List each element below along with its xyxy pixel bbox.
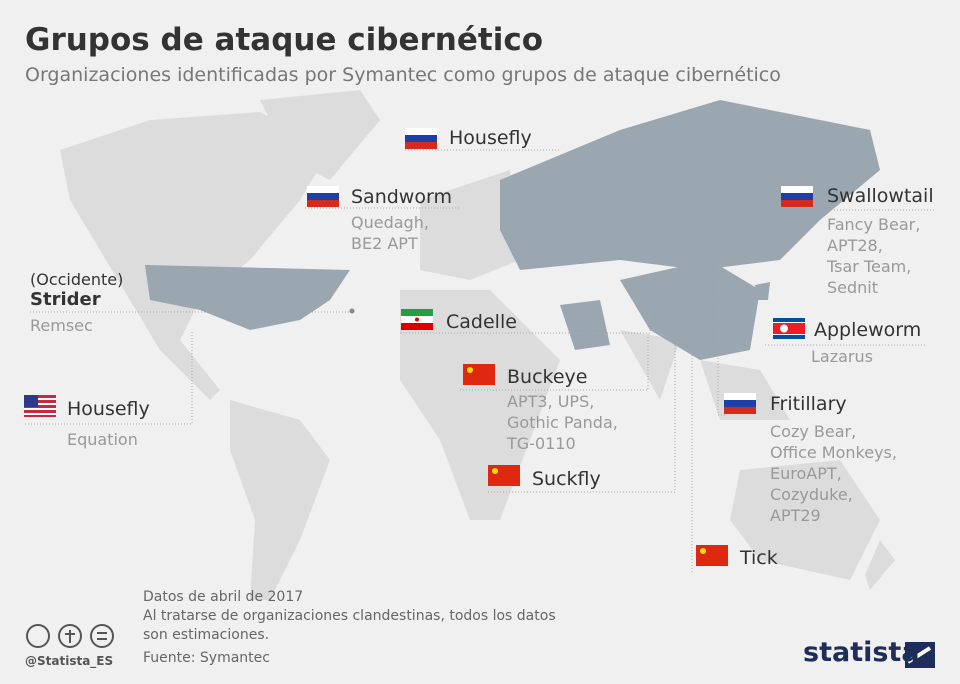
alias: Office Monkeys,: [770, 443, 897, 462]
united-states: [145, 265, 350, 330]
alias: Cozy Bear,: [770, 422, 857, 441]
group-aliases: Cozy Bear, Office Monkeys, EuroAPT, Cozy…: [770, 421, 897, 526]
note: Datos de abril de 2017: [143, 589, 304, 605]
north-korea: [755, 282, 770, 300]
new-zealand: [865, 540, 895, 590]
group-name: Swallowtail: [827, 185, 934, 207]
leader-line: [488, 340, 676, 493]
iran: [560, 300, 610, 350]
leader-line: [717, 265, 725, 416]
india: [620, 330, 680, 400]
north-america: [60, 112, 330, 400]
group-aliases: Lazarus: [811, 346, 873, 367]
group-name: Appleworm: [814, 319, 922, 341]
alias: APT3, UPS,: [507, 392, 595, 411]
group-name: Suckfly: [532, 468, 601, 490]
flag-russia: [724, 393, 756, 414]
alias: BE2 APT: [351, 234, 418, 253]
group-aliases: Quedagh, BE2 APT: [351, 212, 429, 254]
group-name: Cadelle: [446, 311, 517, 333]
group-name: Strider: [30, 289, 101, 310]
map-dot: [349, 308, 355, 314]
alias: Lazarus: [811, 347, 873, 366]
australia: [730, 460, 880, 580]
statista-logo-mark: [905, 642, 935, 668]
note: son estimaciones.: [143, 627, 270, 643]
group-aliases: APT3, UPS, Gothic Panda, TG-0110: [507, 391, 618, 454]
group-name: Tick: [740, 547, 778, 569]
group-aliases: Equation: [67, 429, 138, 450]
china: [620, 260, 760, 360]
alias: APT28,: [827, 236, 883, 255]
flag-russia: [405, 128, 437, 149]
alias: Equation: [67, 430, 138, 449]
group-region: (Occidente): [30, 270, 124, 289]
note: Al tratarse de organizaciones clandestin…: [143, 608, 556, 624]
license-icons: [26, 624, 114, 648]
alias: Quedagh,: [351, 213, 429, 232]
footer-notes: Datos de abril de 2017 Al tratarse de or…: [143, 588, 556, 668]
russia: [500, 100, 880, 270]
credit: @Statista_ES: [25, 654, 114, 668]
logo: statista: [803, 637, 920, 668]
title: Grupos de ataque cibernético: [25, 22, 543, 58]
leader-line: [460, 333, 649, 391]
south-america: [230, 400, 330, 600]
flag-north-korea: [773, 318, 805, 339]
flag-iran: [401, 309, 433, 330]
alias: Remsec: [30, 316, 93, 335]
alias: TG-0110: [507, 434, 576, 453]
alias: Sednit: [827, 278, 879, 297]
leader-line: [400, 300, 651, 334]
flag-russia: [781, 186, 813, 207]
flag-russia: [307, 186, 339, 207]
group-name: Sandworm: [351, 186, 452, 208]
group-aliases: Remsec: [30, 315, 93, 336]
alias: Tsar Team,: [827, 257, 912, 276]
africa: [400, 290, 560, 520]
southeast-asia: [700, 360, 790, 420]
source: Fuente: Symantec: [143, 650, 270, 666]
group-aliases: Fancy Bear, APT28, Tsar Team, Sednit: [827, 214, 920, 298]
alias: EuroAPT,: [770, 464, 842, 483]
greenland: [260, 90, 380, 180]
alias: Gothic Panda,: [507, 413, 618, 432]
europe: [420, 170, 520, 280]
group-name: Buckeye: [507, 366, 588, 388]
flag-china: [696, 545, 728, 566]
group-name: Housefly: [449, 127, 532, 149]
alias: Fancy Bear,: [827, 215, 921, 234]
flag-usa: [24, 395, 56, 417]
alias: Cozyduke,: [770, 485, 853, 504]
flag-china: [463, 364, 495, 385]
group-name: Housefly: [67, 398, 150, 420]
subtitle: Organizaciones identificadas por Symante…: [25, 64, 781, 86]
flag-china: [488, 465, 520, 486]
alias: APT29: [770, 506, 821, 525]
group-name: Fritillary: [770, 393, 847, 415]
